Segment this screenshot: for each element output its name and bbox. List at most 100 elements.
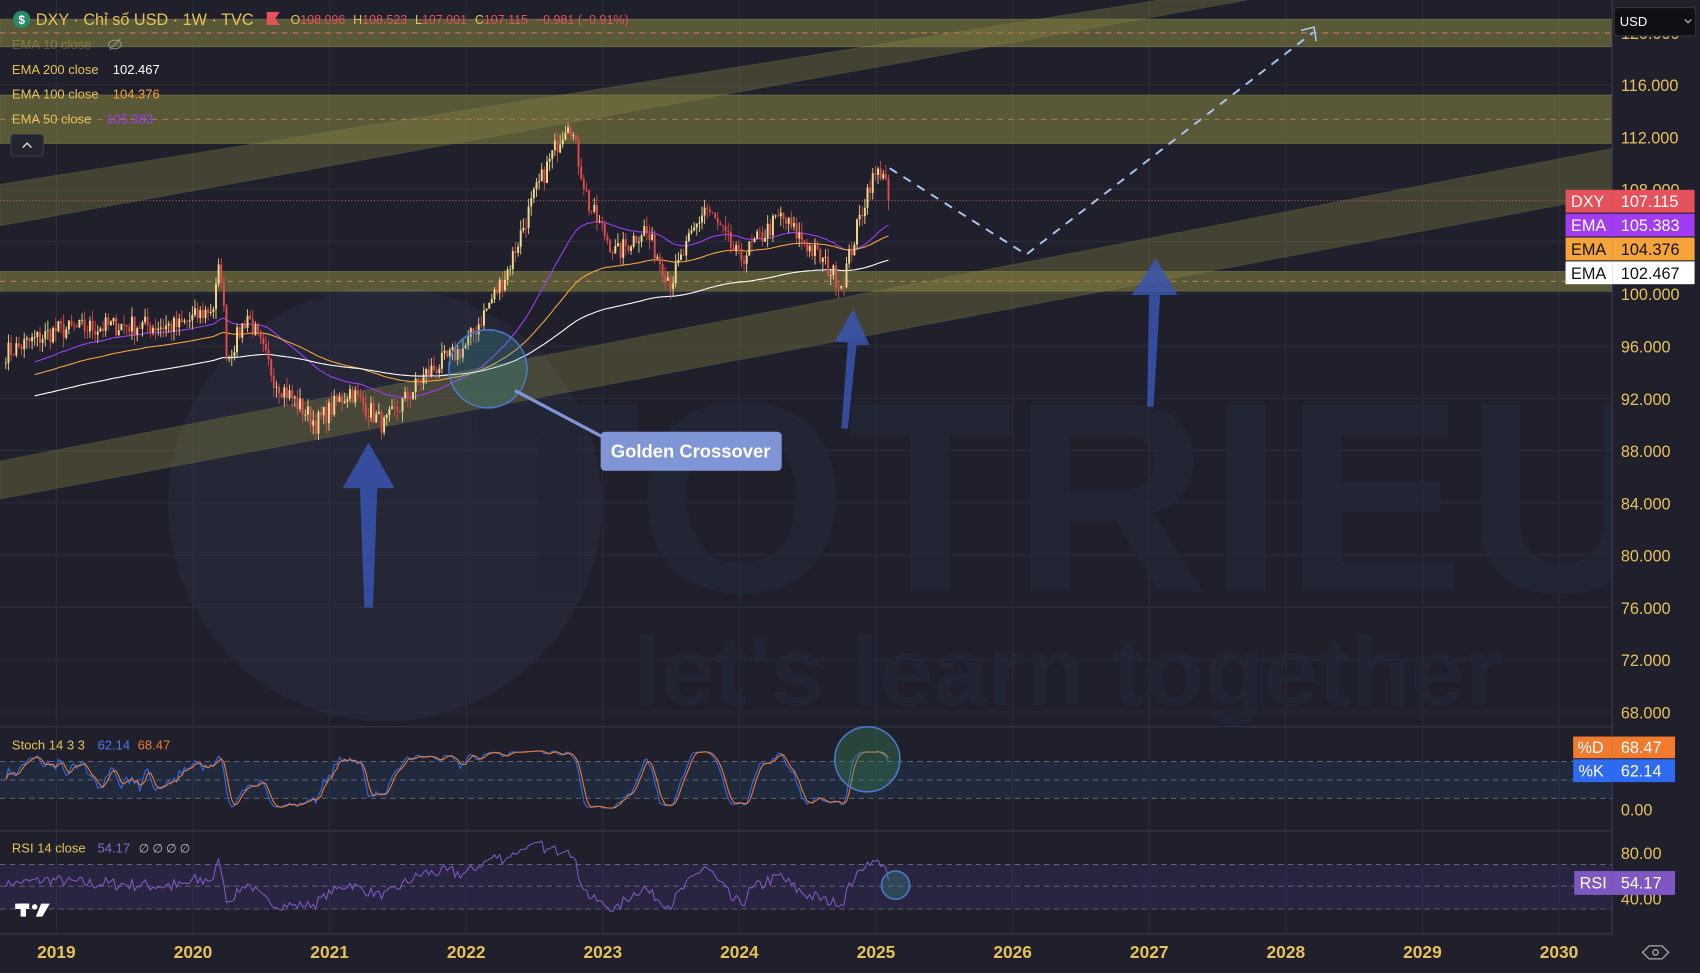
candle-body (719, 223, 722, 226)
candle-body (236, 327, 238, 353)
candle-body (254, 324, 257, 335)
candle-body (385, 415, 388, 418)
candle-body (322, 406, 325, 416)
time-tick-label: 2029 (1403, 942, 1442, 962)
candle-body (109, 321, 112, 326)
legend-ema100-value: 104.376 (113, 87, 160, 102)
candle-body (25, 337, 28, 340)
time-tick-label: 2025 (857, 942, 896, 962)
candle-body (525, 228, 527, 229)
price-tick-label: 84.000 (1621, 495, 1671, 513)
time-tick-label: 2026 (993, 942, 1032, 962)
candle-body (186, 320, 189, 322)
candle-body (246, 315, 249, 329)
forecast-arrowhead (1300, 26, 1318, 42)
stoch-axis-label: 0.00 (1621, 802, 1653, 820)
ema-100-line (34, 235, 889, 383)
candle-body (787, 217, 790, 224)
candle-body (732, 247, 735, 251)
candle-body (690, 230, 693, 233)
candle-body (498, 279, 501, 293)
candle-body (167, 323, 170, 326)
candle-body (327, 402, 330, 424)
candle-body (490, 299, 493, 303)
candle-body (409, 398, 412, 400)
candle-body (375, 413, 378, 423)
rsi-axis-label: 80.00 (1621, 845, 1662, 863)
legend-ema10[interactable]: EMA 10 close (12, 37, 91, 52)
candle-body (522, 228, 525, 231)
candles (4, 123, 890, 441)
flag-icon[interactable] (266, 11, 280, 25)
currency-select[interactable]: USD (1613, 7, 1697, 37)
candle-body (582, 179, 585, 190)
candle-body (241, 323, 244, 338)
candle-body (440, 352, 443, 369)
candle-body (317, 412, 320, 434)
candle-body (835, 265, 837, 288)
stoch-k-tag-value: 62.14 (1621, 763, 1662, 781)
candle-body (527, 206, 530, 229)
gear-icon[interactable] (1641, 945, 1670, 960)
candle-body (543, 169, 546, 183)
candle-body (538, 181, 541, 183)
chevron-up-icon[interactable] (10, 133, 44, 157)
candle-body (456, 348, 459, 361)
time-axis[interactable]: 2019 2020 2021 2022 2023 2024 2025 2026 2027 2028… (37, 942, 1578, 962)
symbol-title[interactable]: DXY · Chỉ số USD · 1W · TVC (36, 11, 254, 29)
candle-body (288, 390, 291, 399)
candle-body (262, 337, 265, 345)
candle-body (427, 369, 430, 376)
candle-body (790, 217, 793, 227)
candle-body (75, 325, 78, 328)
candle-body (666, 277, 669, 281)
price-tag-label-box (1565, 213, 1613, 237)
legend-ema100[interactable]: EMA 100 close (12, 87, 99, 102)
candle-body (391, 406, 393, 410)
candle-body (585, 189, 588, 191)
candle-body (412, 391, 415, 399)
currency-select-value[interactable]: USD (1620, 14, 1647, 29)
eye-off-icon[interactable] (107, 38, 122, 51)
candle-body (777, 215, 780, 217)
candle-body (467, 336, 470, 346)
candle-body (86, 330, 89, 332)
candle-body (858, 214, 861, 220)
rsi-label[interactable]: RSI 14 close (12, 841, 86, 856)
legend-ema200[interactable]: EMA 200 close (12, 62, 99, 77)
candle-body (120, 324, 123, 331)
candle-body (653, 234, 656, 259)
candle-body (472, 328, 475, 334)
candle-body (803, 240, 806, 245)
candle-body (359, 394, 362, 397)
candle-body (12, 354, 15, 356)
candle-body (10, 342, 13, 355)
candle-body (816, 244, 819, 250)
candle-body (406, 391, 409, 399)
tradingview-logo (15, 903, 50, 917)
candle-body (716, 218, 719, 224)
candle-body (761, 232, 764, 242)
candle-body (603, 223, 606, 237)
candle-body (577, 139, 580, 167)
candle-body (630, 246, 633, 251)
candle-body (635, 235, 638, 243)
stoch-label[interactable]: Stoch 14 3 3 (12, 738, 85, 753)
candle-body (616, 243, 619, 247)
candle-body (207, 309, 210, 314)
rsi-line (5, 840, 890, 912)
candle-body (842, 285, 845, 288)
candle-body (251, 318, 254, 335)
candle-body (209, 311, 212, 314)
candle-body (377, 412, 380, 414)
candle-body (609, 240, 612, 253)
price-tag-label-box (1565, 189, 1613, 213)
candle-body (687, 232, 690, 241)
candle-body (393, 406, 396, 408)
candle-body (291, 390, 294, 399)
price-axis[interactable] (1612, 0, 1700, 973)
candle-body (821, 257, 824, 262)
candle-body (130, 316, 133, 332)
legend-ema50[interactable]: EMA 50 close (12, 112, 91, 127)
